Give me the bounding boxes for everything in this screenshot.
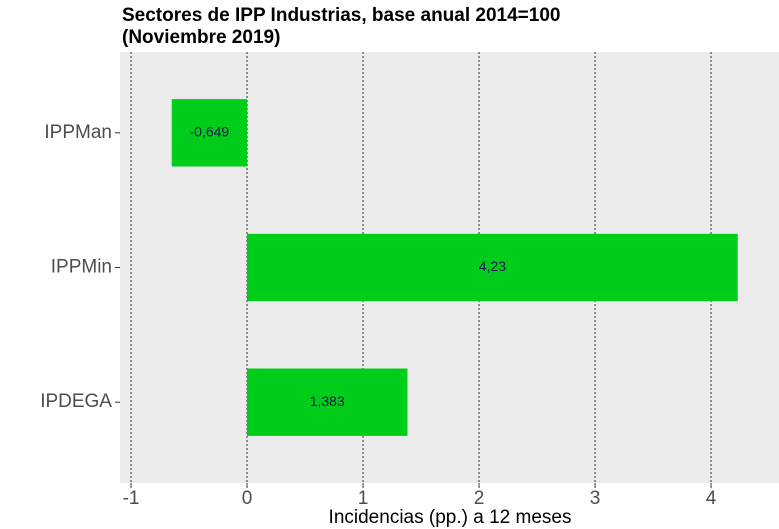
- x-tick-label: 2: [474, 488, 485, 509]
- value-label: 1,383: [310, 393, 345, 409]
- y-tick-label: IPPMan: [44, 122, 112, 143]
- bar: [247, 368, 408, 436]
- x-tick-label: 3: [590, 488, 601, 509]
- x-axis-label: Incidencias (pp.) a 12 meses: [329, 507, 572, 528]
- y-tick-label: IPDEGA: [40, 391, 112, 412]
- chart-title: Sectores de IPP Industrias, base anual 2…: [122, 5, 560, 26]
- x-tick-label: 4: [706, 488, 717, 509]
- x-tick-label: 0: [242, 488, 253, 509]
- y-tick-label: IPPMin: [51, 257, 112, 278]
- bar: [171, 99, 248, 167]
- bar: [247, 233, 738, 302]
- value-label: -0,649: [190, 124, 230, 140]
- value-label: 4,23: [479, 258, 506, 274]
- x-tick-label: 1: [358, 488, 369, 509]
- chart-subtitle: (Noviembre 2019): [122, 27, 280, 48]
- x-tick-label: -1: [123, 488, 140, 509]
